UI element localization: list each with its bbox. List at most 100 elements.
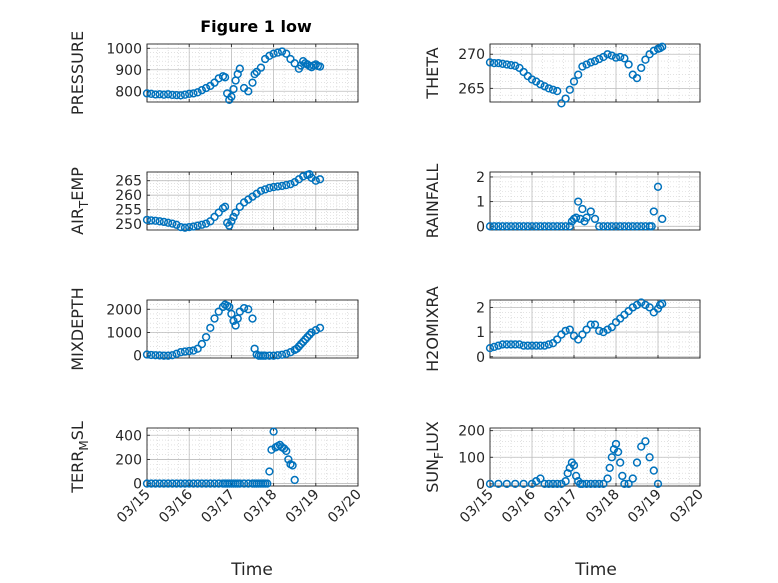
data-point xyxy=(595,326,604,336)
data-point xyxy=(284,455,293,464)
data-point xyxy=(210,479,219,488)
data-point xyxy=(490,342,499,352)
data-point xyxy=(571,213,581,222)
data-point xyxy=(561,222,570,231)
data-point xyxy=(578,330,587,339)
data-point xyxy=(494,479,503,489)
data-point xyxy=(220,202,230,211)
data-point xyxy=(248,314,257,323)
data-point xyxy=(565,325,574,334)
data-point xyxy=(296,339,306,349)
data-point xyxy=(151,351,160,360)
data-point xyxy=(277,47,287,56)
axes-box xyxy=(489,171,701,231)
data-point xyxy=(498,340,507,349)
axes-box xyxy=(489,299,701,359)
data-series xyxy=(485,437,663,489)
y-tick-label: 250 xyxy=(115,217,142,233)
data-point xyxy=(273,48,282,57)
data-point xyxy=(265,183,274,193)
data-point xyxy=(201,479,211,488)
data-point xyxy=(645,303,654,312)
data-point xyxy=(641,55,650,64)
y-tick-label: 800 xyxy=(115,84,142,100)
data-point xyxy=(561,477,570,486)
data-point xyxy=(159,90,169,99)
data-series xyxy=(142,170,325,232)
data-point xyxy=(250,69,259,79)
data-point xyxy=(485,58,495,67)
data-point xyxy=(231,208,240,217)
data-point xyxy=(658,42,667,51)
y-tick-label: 400 xyxy=(115,428,142,444)
data-point xyxy=(307,328,316,337)
data-point xyxy=(273,351,282,360)
y-tick-label: 265 xyxy=(115,174,142,190)
data-point xyxy=(494,222,503,231)
data-point xyxy=(616,458,625,467)
data-point xyxy=(485,479,495,489)
data-point xyxy=(269,427,278,436)
y-tick-label: 1000 xyxy=(106,325,142,341)
data-point xyxy=(553,222,562,231)
data-point xyxy=(201,219,211,228)
data-point xyxy=(147,479,156,488)
data-point xyxy=(163,351,173,360)
data-point xyxy=(574,70,583,79)
data-point xyxy=(527,75,537,84)
data-point xyxy=(647,222,656,231)
data-point xyxy=(578,204,587,214)
data-point xyxy=(235,479,244,488)
data-series xyxy=(142,427,299,488)
data-point xyxy=(261,185,270,194)
data-point xyxy=(229,316,238,326)
data-point xyxy=(225,221,234,230)
data-point xyxy=(532,222,541,231)
data-point xyxy=(632,458,642,467)
data-point xyxy=(586,207,595,216)
panel-rainfall: 0 1 2 RAINFALL xyxy=(423,164,701,238)
data-point xyxy=(180,479,190,488)
data-point xyxy=(607,322,616,332)
data-point xyxy=(637,222,646,231)
data-point xyxy=(197,479,207,488)
y-tick-label: 2 xyxy=(476,170,485,186)
x-tick-label: 03/17 xyxy=(541,487,581,527)
y-tick-label: 2000 xyxy=(106,302,142,318)
data-point xyxy=(147,89,156,98)
data-point xyxy=(282,349,291,358)
data-point xyxy=(603,222,612,231)
data-point xyxy=(311,326,320,335)
data-point xyxy=(277,181,287,191)
data-point xyxy=(206,217,215,226)
data-point xyxy=(269,351,278,360)
data-point xyxy=(578,479,587,489)
data-point xyxy=(653,182,663,191)
data-point xyxy=(590,56,600,66)
data-point xyxy=(544,84,553,93)
data-point xyxy=(176,222,185,232)
data-point xyxy=(611,439,621,449)
data-point xyxy=(616,52,625,62)
y-tick-label: 0 xyxy=(476,477,485,493)
data-point xyxy=(494,58,503,68)
data-point xyxy=(282,49,291,58)
data-point xyxy=(523,222,532,231)
data-point xyxy=(142,479,152,488)
data-point xyxy=(239,303,249,313)
data-point xyxy=(515,63,524,73)
data-point xyxy=(574,197,583,206)
plot-area xyxy=(490,44,700,102)
data-point xyxy=(582,325,591,334)
data-series xyxy=(485,298,667,353)
data-point xyxy=(168,219,177,228)
data-point xyxy=(163,218,173,227)
data-point xyxy=(151,479,160,488)
data-point xyxy=(265,351,274,360)
data-point xyxy=(277,350,287,359)
data-point xyxy=(502,222,511,231)
x-axis-label-left: Time xyxy=(230,560,273,580)
x-tick-label: 03/18 xyxy=(241,487,281,527)
data-point xyxy=(553,335,562,344)
data-point xyxy=(624,479,633,489)
